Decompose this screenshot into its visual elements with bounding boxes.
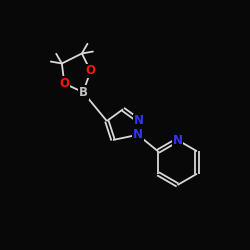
Text: O: O [86,64,96,78]
Text: N: N [172,134,182,146]
Text: O: O [59,77,69,90]
Text: N: N [133,128,143,141]
Text: N: N [134,114,144,128]
Text: B: B [78,86,88,99]
